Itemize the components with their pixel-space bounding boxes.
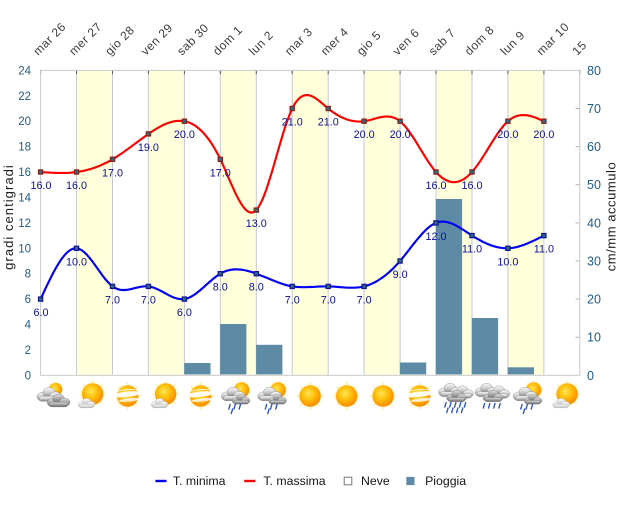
svg-text:21.0: 21.0 bbox=[282, 117, 303, 129]
svg-text:17.0: 17.0 bbox=[102, 167, 123, 179]
svg-text:30: 30 bbox=[587, 255, 601, 269]
svg-text:7.0: 7.0 bbox=[357, 294, 372, 306]
svg-text:6: 6 bbox=[25, 294, 31, 306]
svg-text:20: 20 bbox=[18, 116, 31, 128]
svg-text:10: 10 bbox=[18, 243, 31, 255]
svg-text:11.0: 11.0 bbox=[462, 244, 482, 256]
svg-text:T. massima: T. massima bbox=[263, 474, 325, 488]
svg-text:cm/mm accumulo: cm/mm accumulo bbox=[603, 162, 618, 272]
svg-text:10.0: 10.0 bbox=[497, 256, 518, 268]
svg-text:20.0: 20.0 bbox=[174, 129, 195, 141]
svg-text:Pioggia: Pioggia bbox=[425, 474, 466, 488]
svg-text:16.0: 16.0 bbox=[30, 180, 51, 192]
svg-text:9.0: 9.0 bbox=[393, 269, 408, 281]
svg-text:19.0: 19.0 bbox=[138, 142, 159, 154]
svg-text:40: 40 bbox=[587, 216, 601, 230]
svg-text:12.0: 12.0 bbox=[425, 231, 446, 243]
svg-text:21.0: 21.0 bbox=[318, 117, 339, 129]
svg-text:0: 0 bbox=[587, 369, 594, 383]
svg-text:16.0: 16.0 bbox=[66, 180, 87, 192]
svg-text:10.0: 10.0 bbox=[66, 256, 87, 268]
svg-text:14: 14 bbox=[18, 192, 31, 204]
svg-text:22: 22 bbox=[18, 91, 31, 103]
svg-text:17.0: 17.0 bbox=[210, 167, 231, 179]
svg-text:11.0: 11.0 bbox=[534, 244, 554, 256]
svg-text:Neve: Neve bbox=[361, 474, 390, 488]
svg-text:50: 50 bbox=[587, 178, 601, 192]
svg-text:0: 0 bbox=[25, 370, 31, 382]
svg-text:16: 16 bbox=[18, 167, 31, 179]
svg-text:8: 8 bbox=[25, 269, 31, 281]
svg-text:20.0: 20.0 bbox=[497, 129, 518, 141]
svg-text:12: 12 bbox=[18, 218, 31, 230]
svg-text:60: 60 bbox=[587, 140, 601, 154]
svg-text:4: 4 bbox=[25, 320, 32, 332]
svg-text:T. minima: T. minima bbox=[173, 474, 226, 488]
svg-text:7.0: 7.0 bbox=[285, 294, 300, 306]
svg-text:20: 20 bbox=[587, 293, 601, 307]
svg-text:20.0: 20.0 bbox=[533, 129, 554, 141]
svg-text:24: 24 bbox=[18, 65, 31, 77]
svg-text:10: 10 bbox=[587, 331, 601, 345]
svg-text:80: 80 bbox=[587, 64, 601, 78]
svg-text:16.0: 16.0 bbox=[425, 180, 446, 192]
svg-text:20.0: 20.0 bbox=[390, 129, 411, 141]
svg-text:7.0: 7.0 bbox=[321, 294, 336, 306]
svg-text:2: 2 bbox=[25, 345, 31, 357]
svg-text:20.0: 20.0 bbox=[354, 129, 375, 141]
svg-text:7.0: 7.0 bbox=[105, 294, 120, 306]
svg-text:13.0: 13.0 bbox=[246, 218, 267, 230]
svg-text:6.0: 6.0 bbox=[33, 307, 48, 319]
svg-text:16.0: 16.0 bbox=[461, 180, 482, 192]
svg-text:gradi centigradi: gradi centigradi bbox=[1, 164, 16, 270]
svg-text:70: 70 bbox=[587, 102, 601, 116]
svg-text:8.0: 8.0 bbox=[213, 282, 228, 294]
svg-text:7.0: 7.0 bbox=[141, 294, 156, 306]
svg-text:18: 18 bbox=[18, 142, 31, 154]
svg-text:6.0: 6.0 bbox=[177, 307, 192, 319]
svg-text:8.0: 8.0 bbox=[249, 282, 264, 294]
